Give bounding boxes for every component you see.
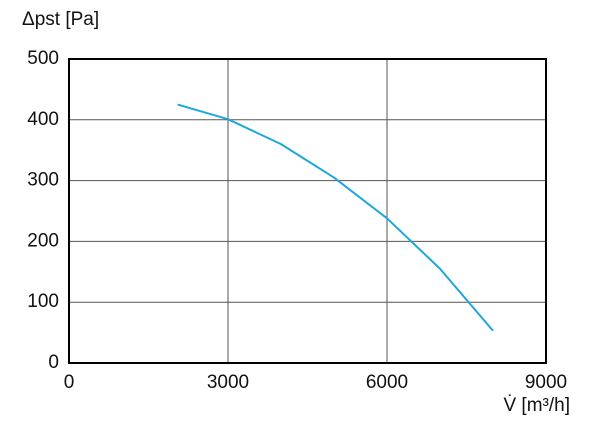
x-tick-label: 9000 (525, 372, 567, 393)
y-tick-label: 500 (27, 48, 59, 69)
x-tick-label: 6000 (366, 372, 408, 393)
x-axis-label: V̇ [m³/h] (503, 395, 570, 416)
y-tick-label: 0 (48, 352, 59, 373)
y-tick-label: 200 (27, 230, 59, 251)
y-tick-label: 400 (27, 109, 59, 130)
x-tick-label: 3000 (207, 372, 249, 393)
y-axis-label: Δpst [Pa] (22, 9, 99, 30)
plot-frame (68, 58, 547, 364)
y-tick-label: 300 (27, 170, 59, 191)
y-tick-label: 100 (27, 291, 59, 312)
x-tick-label: 0 (64, 372, 75, 393)
curve (177, 103, 494, 332)
